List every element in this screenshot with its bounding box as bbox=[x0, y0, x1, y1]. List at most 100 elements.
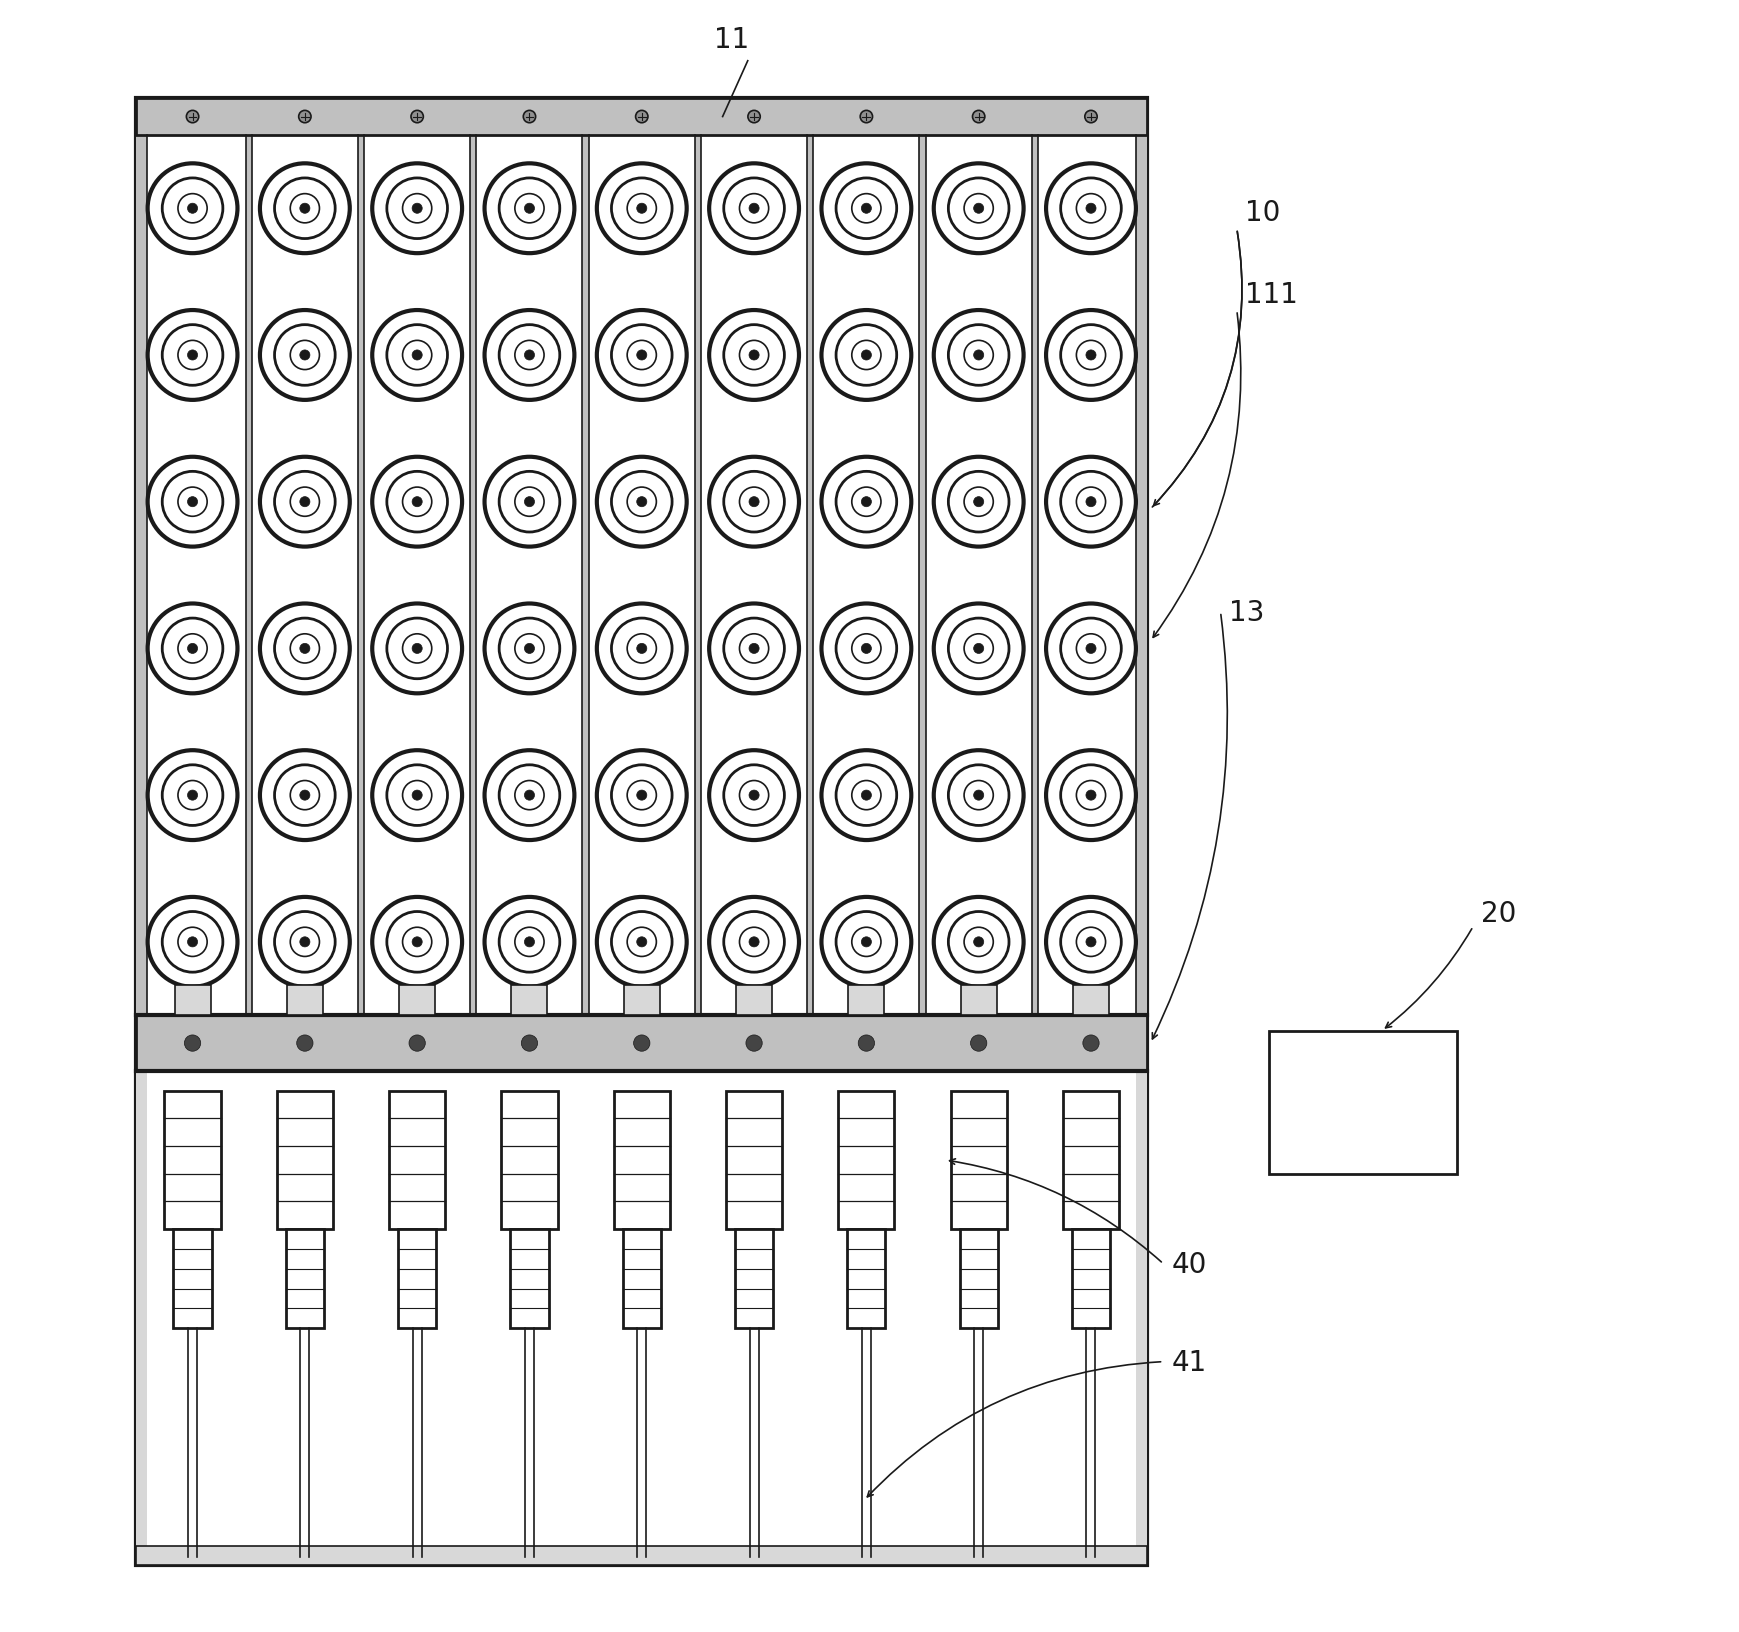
Circle shape bbox=[483, 165, 574, 255]
Bar bbox=[949, 1092, 1007, 1229]
Circle shape bbox=[188, 204, 198, 214]
Bar bbox=[1063, 1092, 1118, 1229]
Circle shape bbox=[259, 310, 350, 400]
Text: 11: 11 bbox=[713, 26, 748, 54]
Bar bbox=[1073, 986, 1108, 1015]
Circle shape bbox=[835, 325, 896, 387]
Circle shape bbox=[1045, 898, 1136, 987]
Circle shape bbox=[948, 765, 1009, 826]
Circle shape bbox=[412, 351, 423, 361]
Circle shape bbox=[1045, 165, 1136, 255]
Circle shape bbox=[835, 619, 896, 679]
Circle shape bbox=[402, 782, 431, 809]
Circle shape bbox=[1076, 635, 1104, 664]
Circle shape bbox=[934, 898, 1023, 987]
Circle shape bbox=[499, 765, 560, 826]
Circle shape bbox=[162, 619, 223, 679]
Circle shape bbox=[1085, 937, 1096, 947]
Circle shape bbox=[636, 790, 647, 801]
Circle shape bbox=[739, 194, 769, 224]
Bar bbox=[736, 986, 772, 1015]
Bar bbox=[734, 1229, 772, 1328]
Circle shape bbox=[412, 204, 423, 214]
Circle shape bbox=[974, 498, 983, 508]
Text: 13: 13 bbox=[1228, 599, 1263, 627]
Circle shape bbox=[963, 341, 993, 370]
Circle shape bbox=[515, 341, 544, 370]
Circle shape bbox=[372, 457, 463, 547]
Circle shape bbox=[259, 604, 350, 694]
Text: 40: 40 bbox=[1170, 1250, 1207, 1278]
Circle shape bbox=[259, 457, 350, 547]
Bar bbox=[694, 135, 701, 1015]
Circle shape bbox=[723, 912, 784, 973]
Circle shape bbox=[412, 937, 423, 947]
Circle shape bbox=[515, 782, 544, 809]
Circle shape bbox=[821, 457, 911, 547]
Circle shape bbox=[821, 165, 911, 255]
Circle shape bbox=[974, 645, 983, 654]
Circle shape bbox=[1085, 204, 1096, 214]
Circle shape bbox=[299, 645, 310, 654]
Circle shape bbox=[596, 457, 687, 547]
Circle shape bbox=[483, 751, 574, 840]
Circle shape bbox=[1061, 912, 1120, 973]
Circle shape bbox=[290, 782, 320, 809]
Circle shape bbox=[861, 351, 871, 361]
Circle shape bbox=[177, 927, 207, 956]
Circle shape bbox=[162, 325, 223, 387]
Bar bbox=[1269, 1031, 1456, 1175]
Circle shape bbox=[523, 204, 534, 214]
Circle shape bbox=[1045, 751, 1136, 840]
Circle shape bbox=[948, 325, 1009, 387]
Circle shape bbox=[299, 498, 310, 508]
Bar bbox=[287, 986, 323, 1015]
Circle shape bbox=[275, 325, 336, 387]
Circle shape bbox=[299, 111, 311, 124]
Circle shape bbox=[948, 472, 1009, 532]
Circle shape bbox=[626, 635, 656, 664]
Circle shape bbox=[748, 645, 758, 654]
Circle shape bbox=[610, 180, 671, 240]
Circle shape bbox=[297, 1035, 313, 1051]
Circle shape bbox=[299, 937, 310, 947]
Circle shape bbox=[177, 194, 207, 224]
Circle shape bbox=[515, 194, 544, 224]
Circle shape bbox=[934, 165, 1023, 255]
Circle shape bbox=[974, 790, 983, 801]
Bar bbox=[358, 135, 363, 1015]
Bar bbox=[623, 1229, 661, 1328]
Circle shape bbox=[386, 765, 447, 826]
Circle shape bbox=[948, 912, 1009, 973]
Circle shape bbox=[499, 472, 560, 532]
Circle shape bbox=[1061, 325, 1120, 387]
Circle shape bbox=[972, 111, 984, 124]
Circle shape bbox=[748, 204, 758, 214]
Circle shape bbox=[1045, 310, 1136, 400]
Circle shape bbox=[483, 898, 574, 987]
Bar bbox=[614, 1092, 670, 1229]
Circle shape bbox=[1076, 927, 1104, 956]
Bar bbox=[510, 1229, 548, 1328]
Bar bbox=[136, 100, 1146, 1565]
Circle shape bbox=[596, 165, 687, 255]
Circle shape bbox=[626, 927, 656, 956]
Circle shape bbox=[948, 619, 1009, 679]
Bar bbox=[398, 1229, 436, 1328]
Circle shape bbox=[1082, 1035, 1099, 1051]
Circle shape bbox=[852, 341, 880, 370]
Circle shape bbox=[596, 751, 687, 840]
Text: 41: 41 bbox=[1170, 1348, 1207, 1376]
Bar bbox=[583, 135, 588, 1015]
Circle shape bbox=[821, 751, 911, 840]
Circle shape bbox=[402, 194, 431, 224]
Circle shape bbox=[412, 790, 423, 801]
Circle shape bbox=[723, 619, 784, 679]
Circle shape bbox=[372, 898, 463, 987]
Circle shape bbox=[188, 351, 198, 361]
Circle shape bbox=[372, 751, 463, 840]
Circle shape bbox=[410, 111, 423, 124]
Circle shape bbox=[402, 341, 431, 370]
Circle shape bbox=[148, 898, 237, 987]
Circle shape bbox=[290, 488, 320, 517]
